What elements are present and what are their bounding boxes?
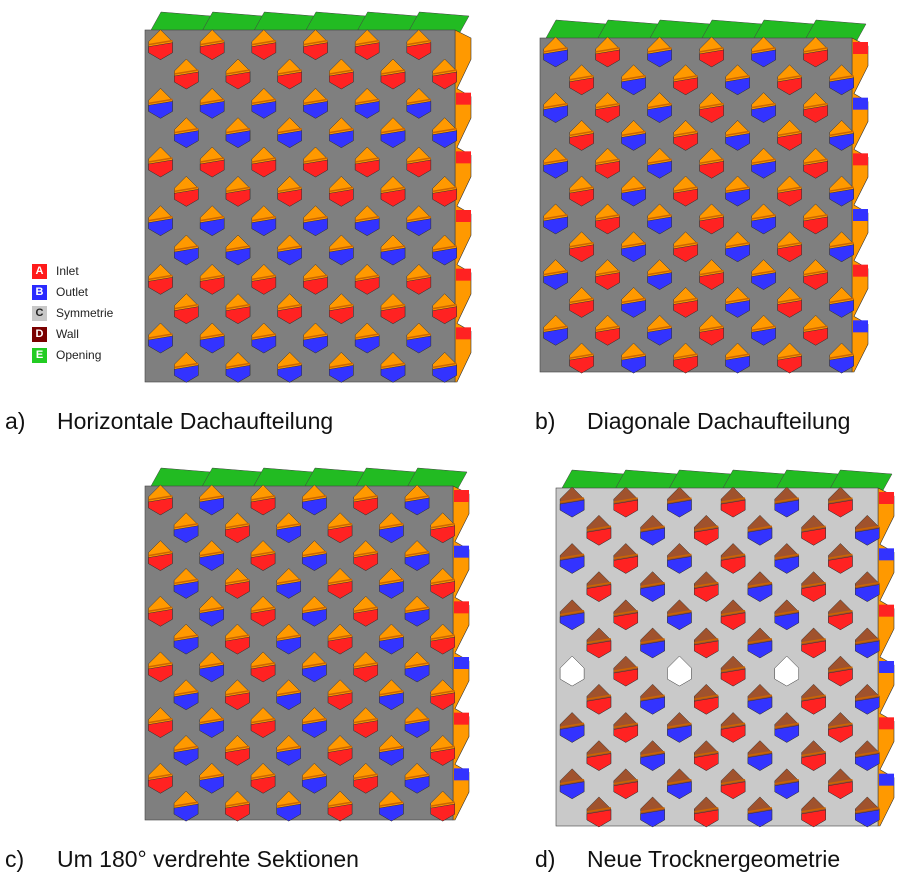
- caption-text: Diagonale Dachaufteilung: [587, 408, 850, 435]
- legend-label: Inlet: [56, 264, 79, 279]
- figure: A Inlet B Outlet C Symmetrie D Wall E Opening a) H…: [0, 0, 923, 888]
- side-band: [879, 661, 894, 673]
- side-band: [853, 320, 868, 332]
- caption-letter: a): [5, 408, 25, 435]
- side-band: [454, 601, 469, 613]
- caption-text: Neue Trocknergeometrie: [587, 846, 840, 873]
- side-band: [879, 774, 894, 786]
- rendering: [145, 12, 471, 382]
- side-band: [879, 605, 894, 617]
- side-band: [879, 492, 894, 504]
- side-band: [853, 98, 868, 110]
- side-band: [853, 42, 868, 54]
- side-band: [456, 93, 471, 105]
- legend-label: Symmetrie: [56, 306, 113, 321]
- caption-letter: b): [535, 408, 555, 435]
- legend-key: E: [32, 348, 47, 363]
- rendering: [145, 468, 469, 821]
- renderings: [0, 0, 923, 888]
- side-band: [454, 657, 469, 669]
- legend-label: Wall: [56, 327, 79, 342]
- legend-key: C: [32, 306, 47, 321]
- rendering: [540, 20, 868, 373]
- side-band: [853, 153, 868, 165]
- side-band: [456, 269, 471, 281]
- side-band: [456, 327, 471, 339]
- caption-text: Horizontale Dachaufteilung: [57, 408, 333, 435]
- legend-key: A: [32, 264, 47, 279]
- rendering: [556, 470, 894, 827]
- legend-label: Opening: [56, 348, 101, 363]
- side-band: [853, 265, 868, 277]
- caption-text: Um 180° verdrehte Sektionen: [57, 846, 359, 873]
- legend-key: D: [32, 327, 47, 342]
- side-band: [853, 209, 868, 221]
- side-band: [454, 546, 469, 558]
- side-band: [879, 548, 894, 560]
- legend-label: Outlet: [56, 285, 88, 300]
- side-band: [456, 210, 471, 222]
- legend-key: B: [32, 285, 47, 300]
- caption-letter: c): [5, 846, 24, 873]
- side-band: [454, 713, 469, 725]
- side-band: [454, 490, 469, 502]
- side-band: [879, 717, 894, 729]
- caption-letter: d): [535, 846, 555, 873]
- side-band: [454, 768, 469, 780]
- side-band: [456, 151, 471, 163]
